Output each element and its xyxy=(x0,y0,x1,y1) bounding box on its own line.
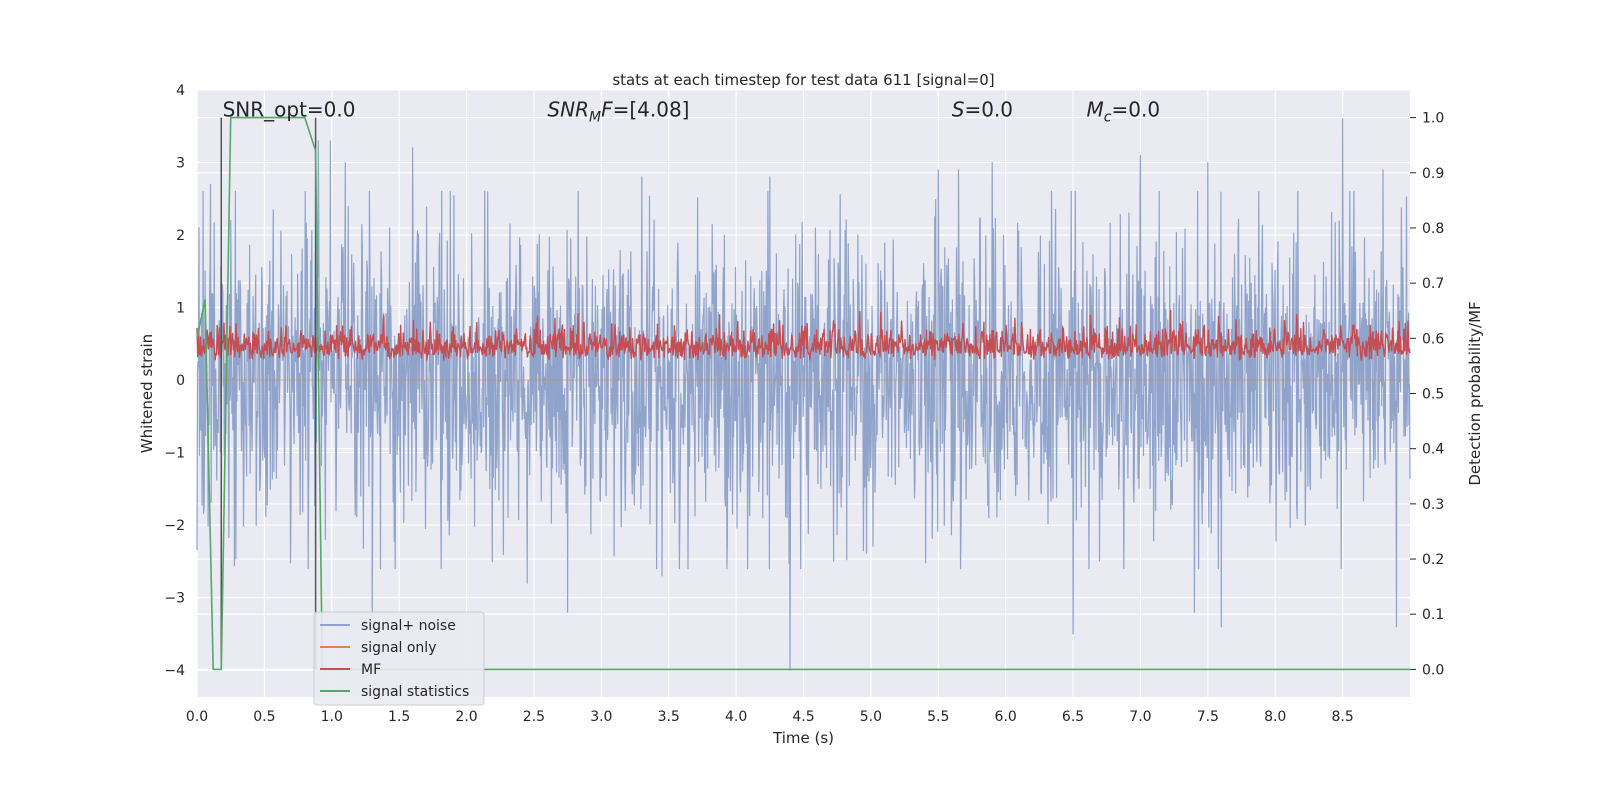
y-right-tick-label: 0.9 xyxy=(1422,166,1444,182)
annotation: Mc=0.0 xyxy=(1087,97,1161,125)
x-tick-label: 2.5 xyxy=(523,709,545,725)
annotation-base: S xyxy=(952,97,965,121)
annotation-rest: =0.0 xyxy=(1112,97,1161,121)
x-tick-label: 3.0 xyxy=(590,709,612,725)
x-tick-label: 6.5 xyxy=(1062,709,1084,725)
series-signal-statistics xyxy=(196,116,1410,671)
annotation-rest-italic: F xyxy=(601,97,613,121)
y-tick-label: 3 xyxy=(176,156,185,172)
y-tick-label: 1 xyxy=(176,301,185,317)
annotation-base: SNR xyxy=(547,97,589,121)
x-tick-label: 4.5 xyxy=(792,709,814,725)
x-axis-label: Time (s) xyxy=(772,729,834,747)
y-right-tick-label: 0.4 xyxy=(1422,442,1444,458)
legend: signal+ noise signal only MF signal statist… xyxy=(313,611,485,706)
x-axis-ticks: 0.0 0.5 1.0 1.5 2.0 2.5 3.0 3.5 4.0 4.5 5.0 5.5 6.0 6… xyxy=(186,709,1354,725)
y-axis-ticks: −4 −3 −2 −1 0 1 2 3 4 xyxy=(164,83,185,679)
x-tick-label: 8.0 xyxy=(1264,709,1286,725)
legend-label: signal+ noise xyxy=(361,618,456,634)
y-tick-label: 2 xyxy=(176,228,185,244)
y-tick-label: −2 xyxy=(164,518,185,534)
y-tick-label: −1 xyxy=(164,446,185,462)
y-tick-label: −3 xyxy=(164,591,185,607)
x-tick-label: 5.5 xyxy=(927,709,949,725)
annotation-sub: M xyxy=(589,109,601,125)
annotations: SNR_opt=0.0 SNRMF=[4.08] S=0.0 Mc=0.0 xyxy=(223,97,1160,125)
x-tick-label: 6.0 xyxy=(995,709,1017,725)
x-tick-label: 2.0 xyxy=(455,709,477,725)
y-right-axis-label: Detection probability/MF xyxy=(1466,301,1484,485)
x-tick-label: 0.0 xyxy=(186,709,208,725)
y-tick-label: 4 xyxy=(176,83,185,99)
x-tick-label: 8.5 xyxy=(1331,709,1353,725)
annotation: S=0.0 xyxy=(952,97,1013,121)
y-right-tick-label: 0.0 xyxy=(1422,662,1444,678)
legend-label: MF xyxy=(361,662,381,678)
x-tick-label: 7.0 xyxy=(1129,709,1151,725)
y-right-tick-label: 0.1 xyxy=(1422,607,1444,623)
annotation-rest: =0.0 xyxy=(964,97,1013,121)
y-axis-label: Whitened strain xyxy=(138,334,156,453)
x-tick-label: 1.0 xyxy=(321,709,343,725)
y-tick-label: 0 xyxy=(176,373,185,389)
x-tick-label: 5.0 xyxy=(860,709,882,725)
y-tick-label: −4 xyxy=(164,663,185,679)
legend-label: signal only xyxy=(361,640,436,656)
annotation-sub: c xyxy=(1104,109,1112,125)
annotation: SNRMF=[4.08] xyxy=(547,97,689,125)
x-tick-label: 0.5 xyxy=(253,709,275,725)
annotation-base: M xyxy=(1087,97,1104,121)
x-tick-label: 1.5 xyxy=(388,709,410,725)
x-tick-label: 7.5 xyxy=(1197,709,1219,725)
y-right-tick-label: 0.8 xyxy=(1422,221,1444,237)
y-right-tick-label: 0.3 xyxy=(1422,497,1444,513)
x-tick-label: 4.0 xyxy=(725,709,747,725)
line-mf xyxy=(196,309,1411,361)
y-right-tick-label: 0.2 xyxy=(1422,552,1444,568)
legend-box xyxy=(313,611,485,706)
y-right-tick-label: 0.7 xyxy=(1422,276,1444,292)
y-right-tick-label: 0.5 xyxy=(1422,387,1444,403)
y-right-tick-label: 0.6 xyxy=(1422,331,1444,347)
annotation-rest-text: =[4.08] xyxy=(613,97,690,121)
annotation: SNR_opt=0.0 xyxy=(223,97,356,121)
line-signal-statistics xyxy=(196,116,1410,671)
y-right-axis-ticks: 0.0 0.1 0.2 0.3 0.4 0.5 0.6 0.7 0.8 0.9 1.0 xyxy=(1410,111,1444,678)
x-tick-label: 3.5 xyxy=(658,709,680,725)
annotation-rest: F=[4.08] xyxy=(601,97,689,121)
chart-title: stats at each timestep for test data 611… xyxy=(612,71,994,89)
legend-label: signal statistics xyxy=(361,684,469,700)
series-mf xyxy=(196,309,1411,361)
y-right-tick-label: 1.0 xyxy=(1422,111,1444,127)
